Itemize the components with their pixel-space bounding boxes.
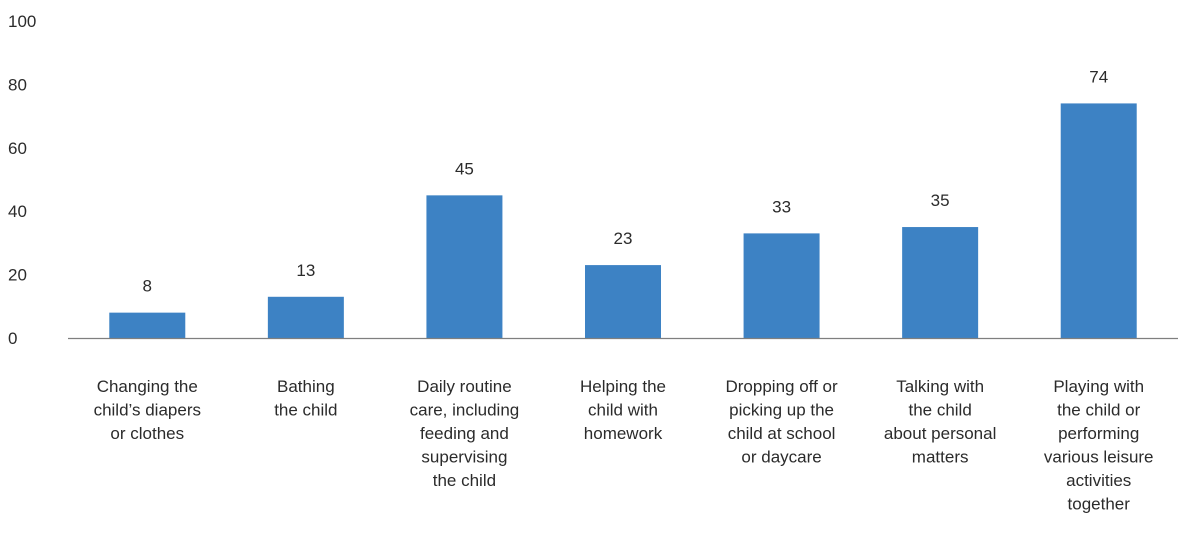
bar — [585, 265, 661, 338]
y-tick-label: 20 — [8, 266, 27, 285]
y-tick-label: 60 — [8, 139, 27, 158]
data-label: 35 — [931, 191, 950, 210]
category-label: Changing the child’s diapers or clothes — [94, 377, 201, 443]
bar — [426, 195, 503, 338]
bar — [109, 312, 186, 338]
category-label: Dropping off or picking up the child at sc… — [725, 377, 837, 467]
y-tick-label: 80 — [8, 75, 27, 94]
bar — [902, 227, 979, 338]
data-label: 13 — [296, 261, 315, 280]
y-tick-label: 100 — [8, 12, 36, 31]
data-label: 8 — [143, 277, 152, 296]
data-label: 23 — [614, 229, 633, 248]
y-tick-label: 40 — [8, 202, 27, 221]
data-label: 45 — [455, 159, 474, 178]
category-label: Bathing the child — [274, 377, 337, 420]
bar — [267, 296, 344, 338]
category-label: Playing with the child or performing variou… — [1044, 377, 1154, 514]
category-label: Daily routine care, including feeding and s… — [410, 377, 520, 490]
category-label: Talking with the child about personal matte… — [884, 377, 996, 467]
bar — [1060, 103, 1137, 338]
y-tick-label: 0 — [8, 329, 17, 348]
category-label: Helping the child with homework — [580, 377, 666, 443]
bar — [743, 233, 820, 338]
data-label: 33 — [772, 197, 791, 216]
data-label: 74 — [1089, 67, 1108, 86]
